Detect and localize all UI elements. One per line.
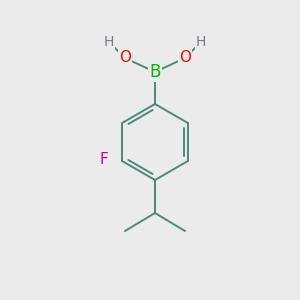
Text: H: H bbox=[104, 35, 114, 49]
Text: B: B bbox=[149, 63, 161, 81]
Text: F: F bbox=[100, 152, 109, 166]
Text: O: O bbox=[119, 50, 131, 65]
Text: H: H bbox=[196, 35, 206, 49]
Text: O: O bbox=[179, 50, 191, 65]
